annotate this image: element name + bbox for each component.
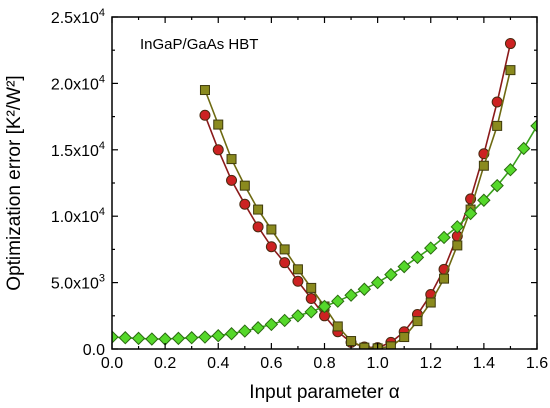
series-2-point-17 [412,316,423,327]
ticks-layer: 0.0 0.2 0.4 0.6 0.8 1.0 1.2 1.4 1.6 0.0 5.0x103 1.0… [51,7,548,372]
series-3-point-23 [397,259,411,274]
plot-frame [111,16,538,350]
x-tick-label: 1.0 [367,355,389,372]
series-2-point-7 [279,244,290,255]
series-3-point-30 [490,178,504,193]
series-3-point-2 [118,331,132,345]
series-3-point-20 [357,282,372,296]
series-1-point-8 [292,275,304,287]
series-2-point-5 [253,204,264,215]
series-3-point-28 [463,206,478,221]
y-tick-label: 1.5x104 [51,140,105,160]
series-2-point-16 [399,332,410,343]
x-tick-label: 0.4 [207,355,229,372]
y-tick-label: 2.0x104 [51,73,105,93]
series-1-point-4 [239,198,251,210]
series-3-point-31 [503,163,518,177]
series-2-point-20 [452,240,463,251]
series-3-point-14 [277,313,292,328]
series-1-point-5 [252,221,264,233]
series-2-point-3 [226,154,237,165]
series-1-point-7 [279,257,291,269]
series-2-point-18 [425,297,436,308]
series-1-point-23 [491,96,503,108]
series-1-point-3 [226,174,238,186]
series-3-point-15 [291,309,305,323]
series-1-point-24 [504,38,516,50]
series-3-point-6 [171,331,186,346]
x-tick-label: 0.6 [260,355,282,372]
series-3-point-9 [211,329,225,343]
series-2-point-24 [505,65,516,76]
series-2-point-22 [478,160,489,171]
series-3-point-4 [145,332,159,346]
series-3-point-18 [331,294,345,308]
x-tick-label: 1.6 [526,355,548,372]
series-3-point-21 [370,275,385,290]
series-2-line [204,69,512,349]
series-2-point-1 [199,85,210,96]
x-tick-label: 1.2 [420,355,442,372]
x-tick-label: 0.0 [101,355,123,372]
series-3-point-11 [238,324,252,338]
series-2-point-9 [306,282,317,293]
series-3-point-32 [517,141,531,156]
y-axis-title: Optimization error [K²/W²] [4,75,25,290]
series-3-point-29 [477,193,491,207]
y-tick-label: 0.0 [83,342,105,359]
series-1-point-9 [305,293,317,305]
plot-layer [112,38,537,349]
series-2-point-11 [332,321,343,332]
series-2-point-2 [213,119,224,130]
series-1-point-1 [199,109,211,121]
series-3-point-12 [251,321,265,335]
series-1-point-2 [212,144,224,156]
series-2-point-23 [492,120,503,131]
series-2-point-6 [266,224,277,235]
y-tick-label: 5.0x103 [51,273,105,293]
series-3-point-33 [530,119,537,133]
series-3-point-13 [264,317,279,332]
series-3-point-26 [437,230,451,245]
series-3-point-27 [450,220,465,234]
series-3-point-10 [224,327,239,341]
x-tick-label: 0.8 [313,355,335,372]
series-3-point-17 [317,299,332,314]
series-3-point-8 [198,330,212,344]
series-3-point-25 [424,241,438,255]
y-tick-label: 2.5x104 [51,7,105,27]
series-1-point-6 [265,241,277,253]
series-3-point-19 [344,288,358,302]
series-2-point-4 [239,180,250,191]
series-3-point-16 [304,305,318,319]
x-tick-label: 1.4 [473,355,495,372]
series-2-point-8 [292,264,303,275]
x-axis-title: Input parameter α [249,382,399,403]
series-3-point-3 [131,331,146,346]
x-tick-label: 0.2 [154,355,176,372]
series-3-point-22 [384,267,398,282]
series-2-point-12 [346,336,357,347]
series-2-point-13 [359,342,370,349]
series-2-point-15 [385,341,396,349]
series-3-point-24 [410,250,425,265]
y-tick-label: 1.0x104 [51,206,105,226]
series-3-point-1 [112,330,119,344]
chart-annotation: InGaP/GaAs HBT [140,36,258,53]
series-2-point-19 [439,273,450,284]
series-3-point-7 [184,331,199,345]
